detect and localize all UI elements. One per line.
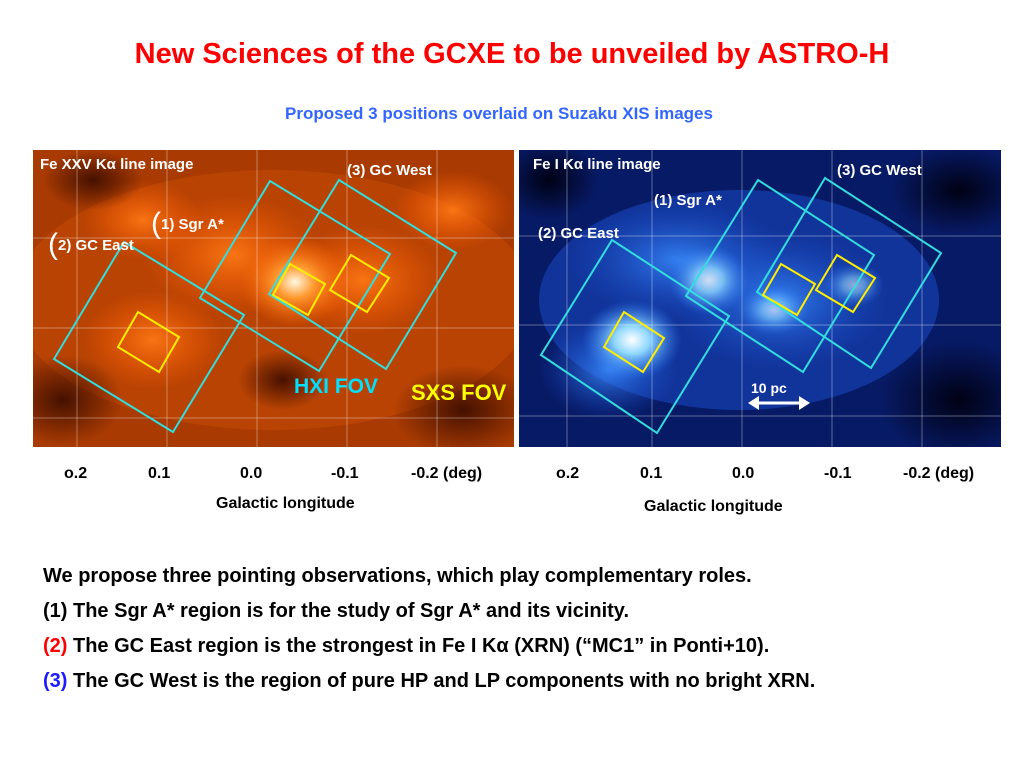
fe-i-label: Fe I Kα line image [533, 156, 661, 173]
sxs-fov-box-gc-east [116, 310, 181, 374]
slide-title: New Sciences of the GCXE to be unveiled … [134, 38, 890, 70]
hxi-fov-box-gc-east [52, 240, 246, 434]
item2-text: The GC East region is the strongest in F… [73, 635, 770, 657]
intro-text: We propose three pointing observations, … [43, 565, 752, 587]
sgr-a-label: (1) Sgr A* [151, 207, 224, 241]
fe-xxv-label: Fe XXV Kα line image [40, 156, 194, 173]
sgr-a-label-paren: ( [151, 207, 161, 240]
fe-i-image [519, 150, 1001, 447]
sgr-a-label: (1) Sgr A* [654, 192, 722, 209]
left-tick-0: o.2 [64, 465, 88, 482]
sxs-fov-box-sgr-a [761, 262, 817, 317]
gc-east-label-paren: ( [48, 228, 58, 261]
list-item-1: (1) The Sgr A* region is for the study o… [43, 600, 1003, 623]
sxs-fov-box-gc-west [328, 253, 391, 314]
left-axis-label: Galactic longitude [216, 495, 355, 512]
fe-xxv-image-panel: Fe XXV Kα line image (1) Sgr A* (2) GC E… [33, 150, 514, 447]
gc-east-label-text: 2) GC East [58, 237, 134, 254]
gc-east-label: (2) GC East [48, 228, 134, 262]
hxi-fov-label: HXI FOV [294, 375, 379, 398]
hxi-fov-box-sgr-a [684, 178, 876, 374]
gc-west-label: (3) GC West [347, 162, 432, 179]
slide-subtitle: Proposed 3 positions overlaid on Suzaku … [285, 104, 713, 123]
item2-number: (2) [43, 635, 73, 657]
right-tick-0: o.2 [556, 465, 580, 482]
sxs-fov-label: SXS FOV [411, 380, 507, 405]
sgr-a-label-text: 1) Sgr A* [161, 216, 224, 233]
list-item-2: (2) The GC East region is the strongest … [43, 635, 1003, 658]
left-tick-2: 0.0 [240, 465, 263, 482]
fe-xxv-image [33, 150, 514, 447]
item3-text: The GC West is the region of pure HP and… [73, 670, 816, 692]
hxi-fov-box-sgr-a [198, 179, 392, 373]
right-tick-3: -0.1 [824, 465, 852, 482]
gc-east-label: (2) GC East [538, 225, 619, 242]
sxs-fov-box-sgr-a [271, 262, 327, 317]
hxi-fov-box-gc-east [539, 238, 731, 435]
item1-text: The Sgr A* region is for the study of Sg… [73, 600, 629, 622]
right-tick-2: 0.0 [732, 465, 755, 482]
left-tick-4: -0.2 (deg) [411, 465, 483, 482]
fe-i-image-panel: Fe I Kα line image (1) Sgr A* (2) GC Eas… [519, 150, 1001, 447]
item3-number: (3) [43, 670, 73, 692]
scale-arrow [748, 396, 810, 410]
right-tick-1: 0.1 [640, 465, 663, 482]
sxs-fov-box-gc-west [814, 253, 877, 314]
body-text: We propose three pointing observations, … [43, 565, 1003, 705]
gc-west-label: (3) GC West [837, 162, 922, 179]
hxi-fov-box-gc-west [755, 176, 943, 370]
scale-label: 10 pc [751, 380, 787, 396]
right-axis-label: Galactic longitude [644, 498, 783, 515]
list-item-3: (3) The GC West is the region of pure HP… [43, 670, 1003, 693]
sxs-fov-box-gc-east [602, 310, 666, 374]
left-tick-3: -0.1 [331, 465, 359, 482]
left-tick-1: 0.1 [148, 465, 171, 482]
right-tick-4: -0.2 (deg) [903, 465, 975, 482]
hxi-fov-box-gc-west [267, 178, 458, 371]
item1-number: (1) [43, 600, 73, 622]
